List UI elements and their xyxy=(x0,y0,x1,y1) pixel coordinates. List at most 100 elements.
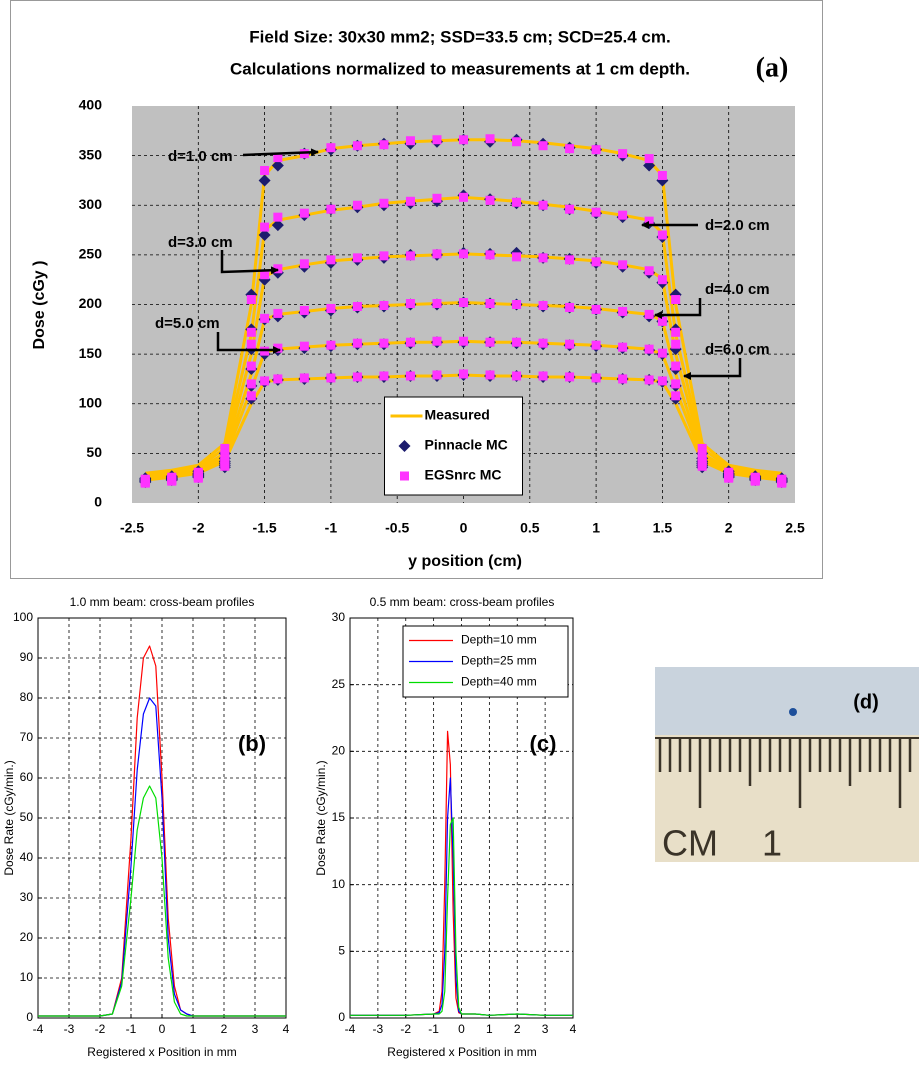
square-marker xyxy=(512,300,522,309)
square-marker xyxy=(777,478,787,488)
square-marker xyxy=(352,372,362,382)
y-tick-label: 25 xyxy=(332,677,346,691)
square-marker xyxy=(485,134,495,144)
square-marker xyxy=(485,250,495,260)
square-marker xyxy=(379,338,389,348)
x-tick-label: -4 xyxy=(33,1022,44,1036)
diamond-marker xyxy=(271,219,284,232)
chart-title: 0.5 mm beam: cross-beam profiles xyxy=(370,595,555,609)
panel-label: (d) xyxy=(853,691,879,713)
square-marker xyxy=(657,316,667,326)
y-tick-label: 50 xyxy=(20,810,34,824)
square-marker xyxy=(644,154,654,164)
square-marker xyxy=(671,295,681,305)
square-marker xyxy=(432,370,442,380)
x-tick-label: -2.5 xyxy=(120,520,144,536)
y-tick-label: 200 xyxy=(79,295,103,311)
square-marker xyxy=(246,339,256,349)
square-marker xyxy=(379,140,389,150)
square-marker xyxy=(618,210,628,220)
square-marker xyxy=(459,369,468,379)
y-tick-label: 0 xyxy=(94,494,102,510)
square-marker xyxy=(246,361,256,371)
square-marker xyxy=(432,135,442,145)
square-marker xyxy=(697,443,707,453)
panel-label: (a) xyxy=(756,52,789,83)
y-tick-label: 350 xyxy=(79,146,103,162)
x-tick-label: -3 xyxy=(373,1022,384,1036)
square-marker xyxy=(657,376,667,386)
square-marker xyxy=(512,137,522,147)
square-marker xyxy=(512,197,522,207)
square-marker xyxy=(326,143,336,153)
diamond-marker xyxy=(258,174,271,187)
x-tick-label: 1 xyxy=(486,1022,493,1036)
annotation-arrow xyxy=(683,358,742,380)
y-tick-label: 30 xyxy=(332,610,346,624)
square-marker xyxy=(299,341,309,351)
legend-key xyxy=(400,471,409,481)
x-tick-label: -3 xyxy=(64,1022,75,1036)
square-marker xyxy=(379,300,389,310)
line-series xyxy=(38,785,286,1017)
square-marker xyxy=(299,208,309,218)
line-series xyxy=(350,817,573,1016)
x-tick-label: 0 xyxy=(159,1022,166,1036)
square-marker xyxy=(459,192,468,202)
square-marker xyxy=(485,299,495,309)
y-axis-label: Dose Rate (cGy/min.) xyxy=(314,760,328,875)
square-marker xyxy=(326,255,336,265)
y-tick-label: 150 xyxy=(79,345,103,361)
chart: -4 -3 -2 -1 0 1 2 3 4 0 5 10 15 20 25 30 0.5 mm beam: cr… xyxy=(314,595,576,1059)
square-marker xyxy=(591,145,601,155)
x-axis-label: Registered x Position in mm xyxy=(387,1045,536,1059)
ruler-number: 1 xyxy=(762,823,782,864)
square-marker xyxy=(671,379,681,389)
square-marker xyxy=(565,204,575,214)
chart-subtitle: Calculations normalized to measurements … xyxy=(230,59,690,78)
plot-frame xyxy=(37,617,287,1019)
square-marker xyxy=(326,340,336,350)
square-marker xyxy=(644,309,654,319)
x-tick-label: -4 xyxy=(345,1022,356,1036)
square-marker xyxy=(273,212,283,222)
square-marker xyxy=(379,251,389,261)
square-marker xyxy=(405,299,415,309)
square-marker xyxy=(657,275,667,285)
x-tick-label: 1 xyxy=(592,520,600,536)
x-tick-label: 2 xyxy=(725,520,733,536)
x-tick-label: 4 xyxy=(283,1022,290,1036)
photo-sky xyxy=(655,667,919,735)
x-tick-label: -2 xyxy=(95,1022,106,1036)
annotation-arrow xyxy=(216,332,281,354)
x-tick-label: -2 xyxy=(192,520,205,536)
y-tick-label: 20 xyxy=(20,930,34,944)
panel-label: (c) xyxy=(530,731,557,756)
annotation-arrow xyxy=(242,148,319,157)
square-marker xyxy=(644,344,654,354)
square-marker xyxy=(405,337,415,347)
x-tick-label: -2 xyxy=(400,1022,411,1036)
square-marker xyxy=(379,371,389,381)
square-marker xyxy=(273,374,283,384)
square-marker xyxy=(246,327,256,337)
x-tick-label: 2.5 xyxy=(785,520,805,536)
square-marker xyxy=(193,473,203,483)
square-marker xyxy=(260,270,270,280)
square-marker xyxy=(591,304,601,314)
y-tick-label: 10 xyxy=(332,877,346,891)
square-marker xyxy=(405,196,415,206)
square-marker xyxy=(565,372,575,382)
x-tick-label: 0 xyxy=(460,520,468,536)
x-tick-label: 1.5 xyxy=(653,520,673,536)
square-marker xyxy=(167,476,177,486)
x-tick-label: 3 xyxy=(252,1022,259,1036)
legend-label: Measured xyxy=(425,407,490,423)
y-tick-label: 70 xyxy=(20,730,34,744)
annotation-arrow xyxy=(220,250,279,275)
y-tick-label: 20 xyxy=(332,744,346,758)
panel-label: (b) xyxy=(238,731,266,756)
square-marker xyxy=(246,295,256,305)
